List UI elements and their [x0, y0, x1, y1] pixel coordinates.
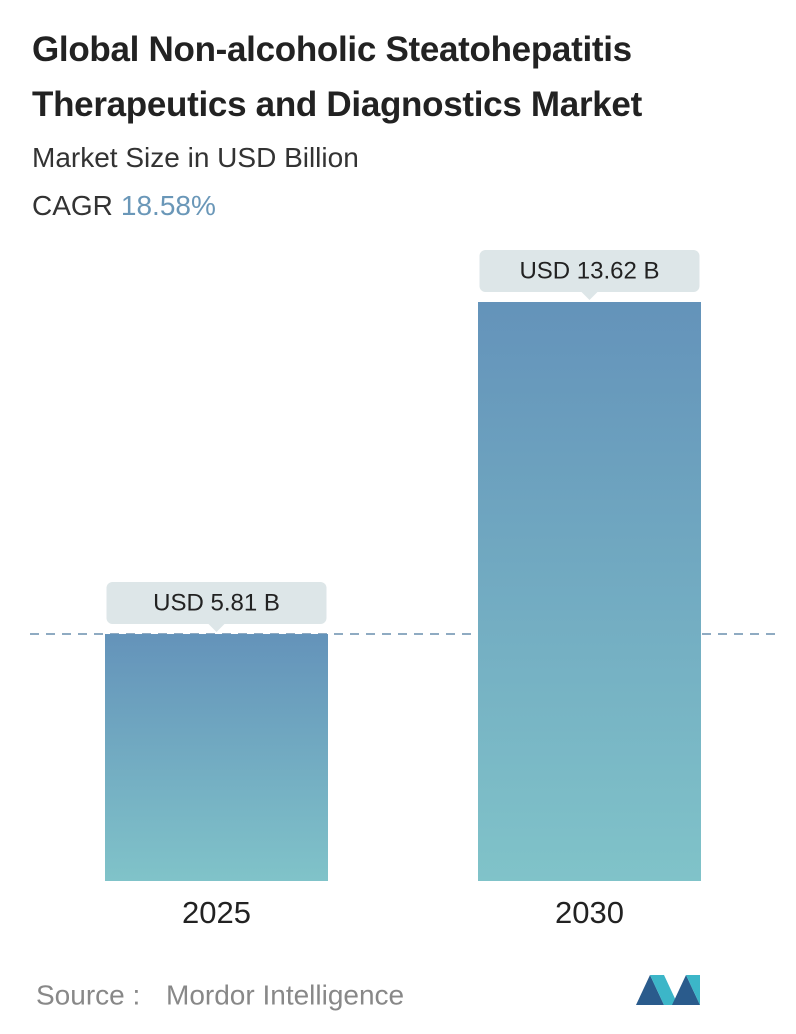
bar — [105, 634, 328, 881]
chart-title: Global Non-alcoholic Steatohepatitis The… — [32, 30, 642, 124]
value-label-pointer — [208, 624, 225, 633]
logo — [636, 975, 700, 1005]
x-tick-label: 2025 — [182, 895, 251, 930]
value-label-box — [106, 582, 327, 625]
x-tick-label: 2030 — [555, 895, 624, 930]
chart-subtitle: Market Size in USD Billion — [32, 142, 359, 173]
value-label-box — [479, 250, 700, 292]
source: Mordor Intelligence — [166, 979, 404, 1010]
value-label: USD 5.81 B — [153, 589, 280, 616]
value-label: USD 13.62 B — [519, 257, 659, 284]
source-label: Source : — [36, 979, 140, 1010]
header: Global Non-alcoholic Steatohepatitis The… — [32, 22, 772, 222]
bar — [478, 302, 701, 881]
cagr-label: CAGR — [32, 190, 113, 221]
cagr: CAGR 18.58% — [32, 190, 772, 222]
cagr-value: 18.58% — [120, 190, 216, 221]
value-label-pointer — [581, 292, 598, 300]
